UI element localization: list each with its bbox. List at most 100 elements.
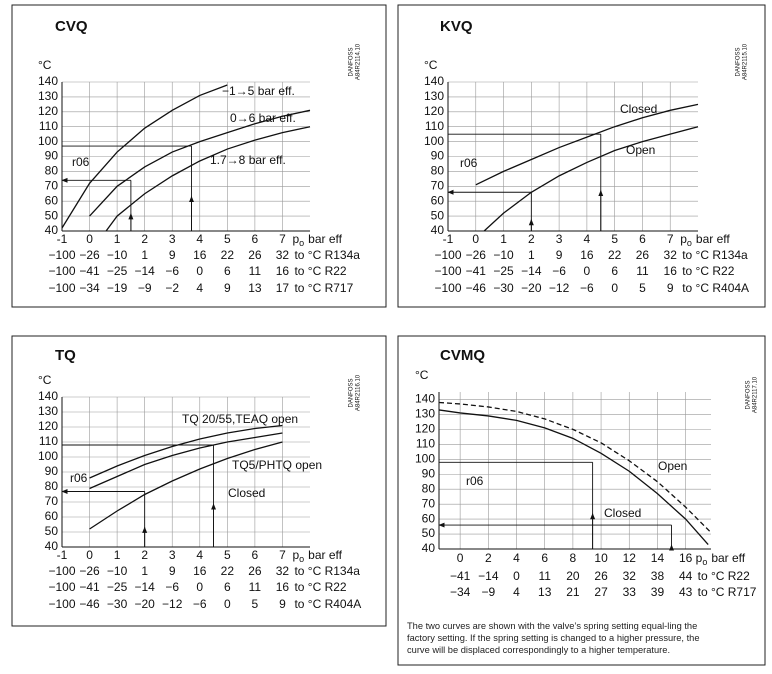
y-tick-label: 140 (424, 74, 444, 88)
x-tick-label: 2 (485, 551, 492, 565)
y-tick-label: 140 (38, 389, 58, 403)
annotation: r06 (460, 156, 478, 170)
y-tick-label: 80 (45, 479, 59, 493)
curve-label: 0→6 bar eff. (230, 111, 296, 125)
scale-label: 6 (224, 264, 231, 278)
scale-label: −46 (466, 281, 487, 295)
scale-name: to °C R22 (294, 580, 346, 594)
scale-label: −25 (107, 264, 128, 278)
scale-label: 43 (679, 585, 693, 599)
x-tick-label: 2 (528, 232, 535, 246)
x-tick-label: -1 (57, 548, 68, 562)
scale-label: 17 (276, 281, 290, 295)
scale-name: to °C R404A (682, 281, 749, 295)
y-axis-label: °C (415, 368, 429, 382)
x-tick-label: 3 (556, 232, 563, 246)
x-tick-label: 6 (639, 232, 646, 246)
y-tick-label: 70 (422, 496, 436, 510)
chart-title: CVQ (55, 18, 88, 35)
y-tick-label: 60 (45, 193, 59, 207)
scale-label: 6 (224, 580, 231, 594)
y-tick-label: 80 (422, 481, 436, 495)
curve (89, 432, 283, 490)
scale-label: 0 (611, 281, 618, 295)
curve (483, 126, 699, 232)
x-tick-label: -1 (443, 232, 454, 246)
y-tick-label: 50 (422, 526, 436, 540)
scale-label: −6 (193, 597, 207, 611)
scale-label: 11 (249, 580, 262, 594)
scale-label: −26 (466, 248, 487, 262)
scale-name: to °C R22 (682, 264, 734, 278)
scale-label: −34 (450, 585, 471, 599)
y-tick-label: 140 (415, 392, 435, 406)
scale-label: −100 (48, 564, 75, 578)
y-tick-label: 140 (38, 74, 58, 88)
scale-label: −100 (434, 264, 461, 278)
scale-label: −41 (466, 264, 487, 278)
drawing-code: A84R2117.10 (753, 376, 759, 413)
x-tick-label: 0 (86, 548, 93, 562)
scale-label: −6 (580, 281, 594, 295)
drawing-code: A84R2116.10 (356, 374, 362, 411)
chart-title: TQ (55, 347, 76, 364)
curve-label: Open (658, 459, 687, 473)
y-tick-label: 70 (45, 178, 59, 192)
y-tick-label: 80 (431, 164, 445, 178)
scale-label: 16 (193, 564, 207, 578)
y-tick-label: 130 (415, 407, 435, 421)
scale-label: 4 (196, 281, 203, 295)
scale-label: 11 (538, 569, 551, 583)
scale-label: 26 (248, 564, 262, 578)
note-line: factory setting. If the spring setting i… (407, 633, 700, 643)
scale-label: −10 (107, 248, 128, 262)
scale-label: 16 (276, 580, 290, 594)
x-label-subscript: o (299, 238, 304, 248)
scale-label: −6 (165, 264, 179, 278)
y-axis-label: °C (38, 373, 52, 387)
scale-label: 0 (196, 264, 203, 278)
scale-label: −26 (79, 564, 100, 578)
x-tick-label: 2 (141, 232, 148, 246)
drawing-code: A84R2114.10 (356, 43, 362, 80)
x-tick-label: 6 (541, 551, 548, 565)
y-tick-label: 130 (38, 404, 58, 418)
x-tick-label: -1 (57, 232, 68, 246)
drawing-code: DANFOSS (349, 47, 355, 76)
panel-frame (11, 4, 387, 308)
panel-frame (11, 335, 387, 627)
x-tick-label: 0 (472, 232, 479, 246)
scale-label: 9 (224, 281, 231, 295)
y-tick-label: 130 (424, 89, 444, 103)
drawing-code: A84R2115.10 (743, 43, 749, 80)
scale-label: −12 (162, 597, 183, 611)
y-tick-label: 90 (431, 149, 445, 163)
scale-label: 1 (141, 564, 148, 578)
scale-label: −41 (79, 264, 100, 278)
scale-label: −10 (493, 248, 514, 262)
scale-label: 16 (580, 248, 594, 262)
y-tick-label: 100 (424, 134, 444, 148)
curve (105, 126, 311, 232)
scale-label: 11 (636, 264, 649, 278)
x-tick-label: 4 (196, 232, 203, 246)
x-tick-label: 7 (279, 548, 286, 562)
y-tick-label: 90 (422, 466, 436, 480)
scale-name: to °C R717 (698, 585, 757, 599)
curve (61, 84, 228, 229)
x-label-symbol: p (292, 548, 299, 562)
scale-label: −6 (552, 264, 566, 278)
curve-label: 1.7→8 bar eff. (210, 153, 286, 167)
annotation: r06 (466, 474, 484, 488)
scale-label: −10 (107, 564, 128, 578)
curve-label: TQ 20/55,TEAQ open (182, 412, 298, 426)
y-tick-label: 70 (431, 178, 445, 192)
scale-label: 32 (664, 248, 678, 262)
x-tick-label: 4 (584, 232, 591, 246)
curve (89, 441, 283, 530)
scale-name: to °C R134a (294, 564, 360, 578)
y-tick-label: 100 (38, 134, 58, 148)
chart-title: CVMQ (440, 347, 485, 364)
scale-name: to °C R134a (294, 248, 360, 262)
